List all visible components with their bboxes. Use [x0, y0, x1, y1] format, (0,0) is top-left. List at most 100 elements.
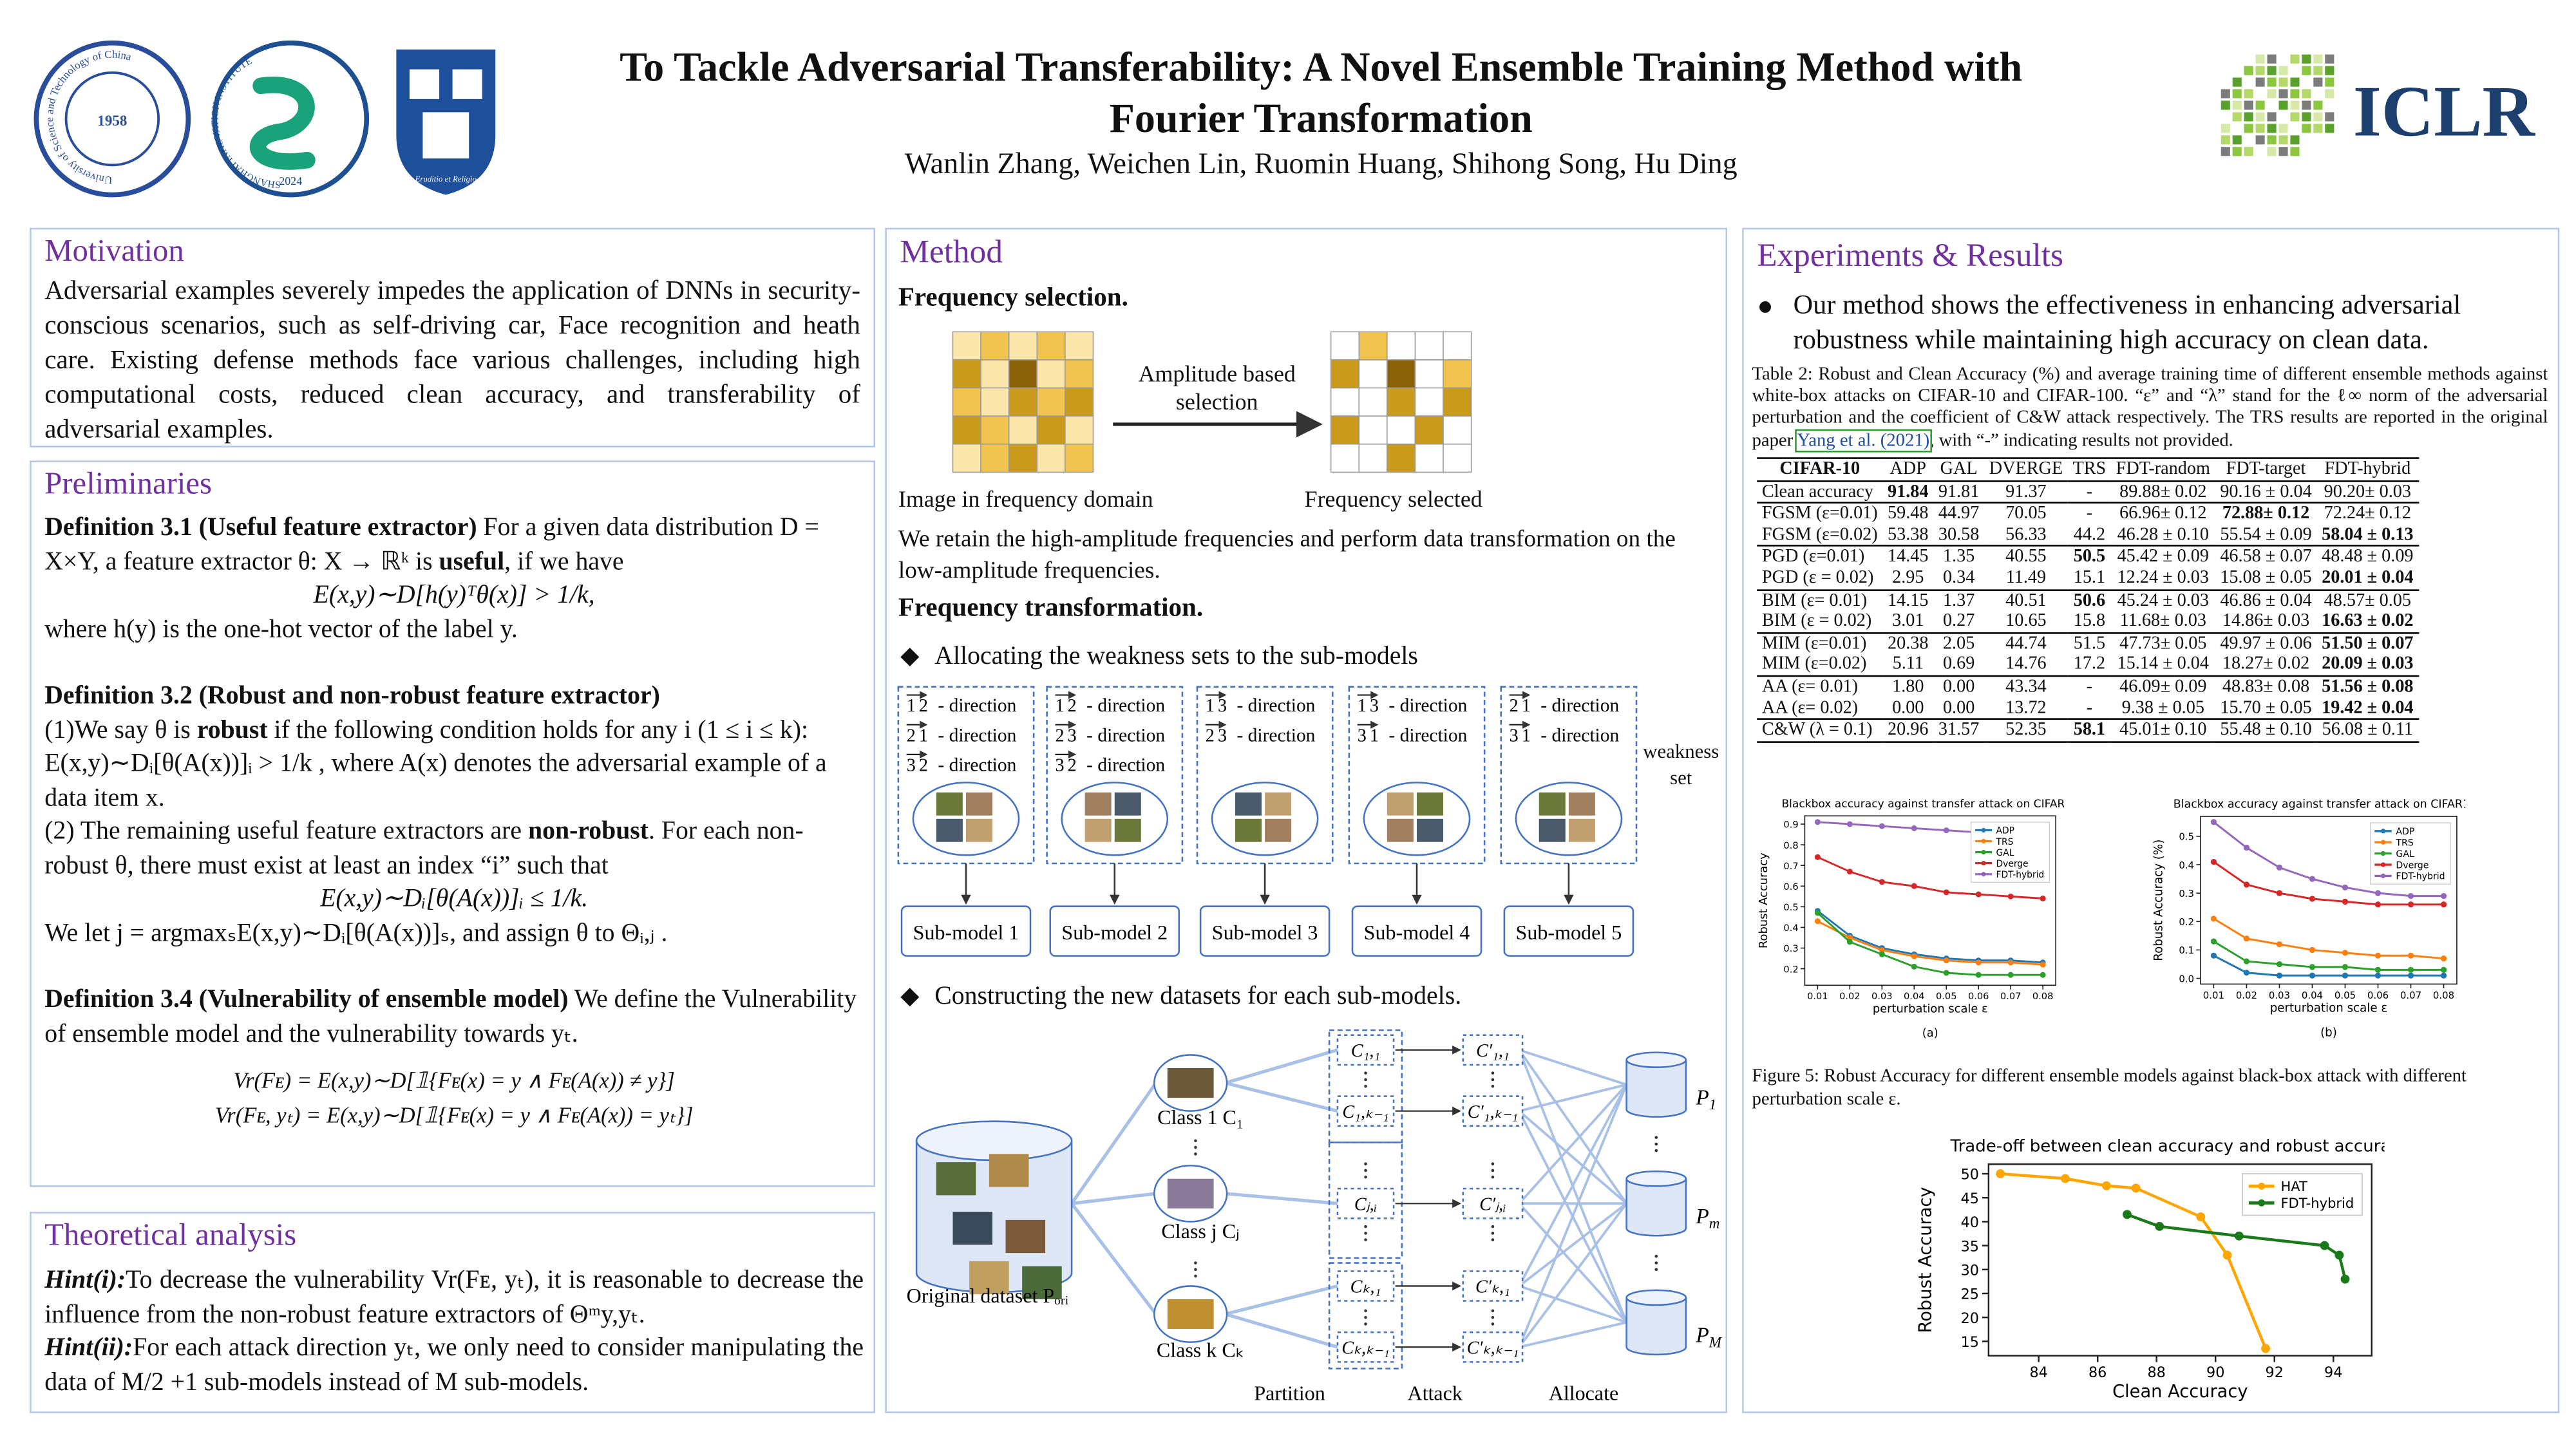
cell-label: C₁,ₖ₋₁: [1342, 1102, 1388, 1122]
table-cell: 30.58: [1938, 524, 1980, 545]
x-tick-label: 0.06: [1968, 991, 1989, 1002]
frequency-cell: [952, 387, 981, 417]
point: [2309, 946, 2316, 954]
frequency-cell: [1036, 359, 1066, 389]
frequency-cell: [1358, 331, 1388, 361]
direction: 21: [1510, 696, 1534, 716]
x-tick-label: 0.07: [2400, 990, 2421, 1001]
bullet-text: Our method shows the effectiveness in en…: [1793, 288, 2461, 355]
table-cell: BIM (ε= 0.01): [1761, 590, 1868, 610]
table-row: BIM (ε = 0.02) 3.01 0.27 10.65 15.8 11.68± 0.…: [1757, 611, 2419, 633]
direction-suffix: - direction: [1540, 725, 1619, 746]
point: [1879, 951, 1885, 957]
point: [2374, 972, 2382, 979]
x-tick-label: 0.03: [1871, 991, 1893, 1002]
table-cell: FGSM (ε=0.02): [1761, 524, 1878, 545]
class-label: Class k Cₖ: [1157, 1339, 1245, 1362]
ellipsis-dot: [1364, 1315, 1367, 1319]
table-cell: 45.24 ± 0.03: [2117, 590, 2210, 610]
table-cell: 9.38 ± 0.05: [2121, 697, 2204, 718]
pixel: [2267, 124, 2277, 133]
table-cell: 44.74: [2005, 633, 2047, 653]
pixel: [2302, 89, 2311, 99]
output-base: P: [1695, 1324, 1709, 1348]
table-cell: 0.00: [1892, 697, 1924, 718]
link: [1518, 1110, 1627, 1205]
table-cell: 20.38: [1888, 633, 1929, 653]
figure-sublabel: (a): [1922, 1026, 1938, 1040]
link: [1225, 1192, 1338, 1205]
pixel: [2278, 124, 2288, 133]
citation[interactable]: Yang et al. (2021): [1795, 428, 1931, 452]
submodel-label: Sub-model 5: [1516, 921, 1622, 944]
table-header: CIFAR-10: [1779, 458, 1861, 479]
point: [2440, 972, 2447, 979]
frequency-cell: [1358, 443, 1388, 473]
pixel: [2255, 112, 2265, 122]
link: [1519, 1284, 1627, 1324]
frequency-cell: [952, 331, 981, 361]
thumbnail: [1539, 818, 1566, 842]
table-cell: C&W (λ = 0.1): [1761, 720, 1873, 740]
point: [2234, 1231, 2244, 1241]
table-cell: 70.05: [2005, 503, 2047, 524]
y-tick-label: 0.8: [1783, 840, 1798, 851]
legend-label: TRS: [1996, 837, 2014, 847]
point: [1846, 821, 1853, 827]
output-dataset: [1625, 1178, 1687, 1237]
plot-frame: [2200, 816, 2458, 985]
frequency-cell: [1065, 387, 1094, 417]
point: [2243, 844, 2250, 851]
point: [2122, 1210, 2132, 1219]
table-cell: 15.70 ± 0.05: [2220, 697, 2312, 718]
point: [1943, 957, 1949, 964]
y-tick-label: 35: [1961, 1238, 1979, 1255]
point: [2342, 972, 2349, 979]
table-header: TRS: [2072, 458, 2107, 479]
point: [2243, 936, 2250, 942]
table-cell: 53.38: [1888, 524, 1929, 545]
table-header-row: CIFAR-10 ADP GAL DVERGE TRS FDT-random FDT-tar…: [1757, 458, 2419, 481]
x-tick-label: 88: [2148, 1364, 2166, 1381]
point: [2007, 972, 2014, 978]
pixel: [2221, 135, 2230, 145]
plot-frame: [1987, 1163, 2372, 1357]
output-sub: m: [1709, 1215, 1720, 1232]
ustc-ring: [64, 71, 160, 167]
ellipsis-dot: [1194, 1268, 1197, 1272]
point: [2007, 959, 2014, 966]
ellipsis-dot: [1364, 1084, 1367, 1088]
table-cell: 1.80: [1892, 677, 1924, 697]
cell: [1462, 1034, 1524, 1066]
pixel: [2278, 100, 2288, 110]
term: non-robust: [527, 817, 649, 845]
definition: (2) The remaining useful feature extract…: [44, 816, 864, 883]
pixel: [2302, 66, 2311, 75]
table-cell: 1.37: [1942, 590, 1975, 610]
thumbnail: [1387, 792, 1414, 816]
pixel: [2290, 135, 2300, 145]
table-cell: FGSM (ε=0.01): [1761, 503, 1878, 524]
pixel: [2221, 89, 2230, 99]
table-cell: PGD (ε=0.01): [1761, 547, 1865, 567]
direction-suffix: - direction: [1086, 755, 1165, 775]
x-tick-label: 0.05: [1936, 991, 1957, 1002]
table-cell: 51.56 ± 0.08: [2322, 677, 2414, 697]
ellipsis-dot: [1364, 1175, 1367, 1179]
pixel: [2325, 54, 2334, 64]
legend-marker: [2380, 873, 2386, 879]
frequency-cell: [1387, 415, 1416, 445]
table-header: ADP: [1889, 458, 1926, 479]
thumbnail: [1235, 792, 1262, 816]
table-cell: 0.27: [1942, 611, 1975, 631]
definition: Definition 3.1 (Useful feature extractor…: [44, 512, 864, 579]
table-cell: 46.86 ± 0.04: [2220, 590, 2312, 610]
point: [1943, 970, 1949, 976]
pixel: [2325, 66, 2334, 75]
ellipsis-dot: [1491, 1238, 1495, 1241]
ellipsis-dot: [1491, 1175, 1495, 1179]
link: [1224, 1312, 1338, 1349]
ellipsis-dot: [1491, 1315, 1495, 1319]
pixel: [2255, 77, 2265, 87]
section-heading: Theoretical analysis: [44, 1218, 297, 1254]
